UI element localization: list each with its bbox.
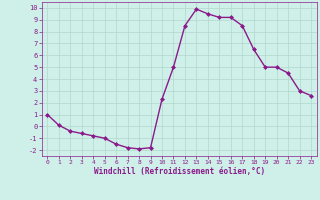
X-axis label: Windchill (Refroidissement éolien,°C): Windchill (Refroidissement éolien,°C) <box>94 167 265 176</box>
